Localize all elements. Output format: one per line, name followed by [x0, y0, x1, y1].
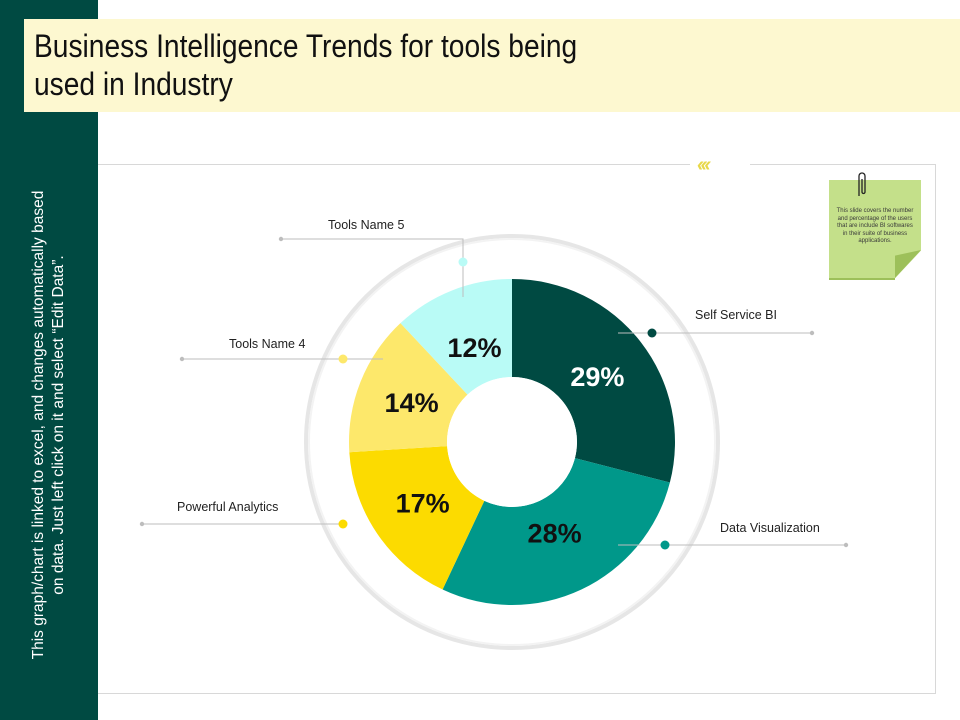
leader-line-tools-name-5: [281, 238, 464, 297]
leader-end-dot-tools-name-4: [179, 356, 185, 362]
slice-value-tools-name-4: 14%: [385, 388, 439, 418]
slice-label-tools-name-4: Tools Name 4: [229, 337, 305, 351]
sidebar: This graph/chart is linked to excel, and…: [0, 0, 98, 720]
leader-dot-powerful-analytics: [338, 519, 348, 529]
outer-ring-inner: [308, 238, 716, 646]
slice-label-self-service-bi: Self Service BI: [695, 308, 777, 322]
title-band: Business Intelligence Trends for tools b…: [24, 19, 960, 112]
page-title: Business Intelligence Trends for tools b…: [34, 28, 578, 102]
frame-gap: [690, 158, 750, 170]
slice-self-service-bi: [512, 279, 675, 483]
slice-tools-name-5: [400, 279, 512, 395]
slice-value-tools-name-5: 12%: [447, 333, 501, 363]
content-frame: [98, 164, 936, 694]
leader-end-dot-self-service-bi: [809, 330, 815, 336]
chevrons-icon: ‹‹‹: [697, 154, 711, 176]
sticky-note-text: This slide covers the number and percent…: [836, 208, 914, 244]
paperclip-icon: [858, 172, 866, 196]
leader-dot-tools-name-4: [338, 354, 348, 364]
leader-dot-tools-name-5: [458, 257, 468, 267]
sticky-note: This slide covers the number and percent…: [829, 172, 921, 280]
slice-data-visualization: [442, 458, 670, 605]
sticky-note-underline: [829, 278, 895, 280]
donut-hole: [447, 377, 577, 507]
leader-dot-self-service-bi: [647, 328, 657, 338]
slice-value-self-service-bi: 29%: [570, 362, 624, 392]
slice-label-tools-name-5: Tools Name 5: [328, 218, 404, 232]
leader-dot-data-visualization: [660, 540, 670, 550]
leader-end-dot-tools-name-5: [278, 236, 284, 242]
slice-value-powerful-analytics: 17%: [396, 489, 450, 519]
slice-tools-name-4: [349, 323, 468, 453]
slice-label-data-visualization: Data Visualization: [720, 521, 820, 535]
slice-label-powerful-analytics: Powerful Analytics: [177, 500, 278, 514]
outer-ring: [304, 234, 720, 650]
leader-end-dot-data-visualization: [843, 542, 849, 548]
slice-powerful-analytics: [349, 446, 485, 590]
leader-end-dot-powerful-analytics: [139, 521, 145, 527]
slice-value-data-visualization: 28%: [528, 518, 582, 548]
